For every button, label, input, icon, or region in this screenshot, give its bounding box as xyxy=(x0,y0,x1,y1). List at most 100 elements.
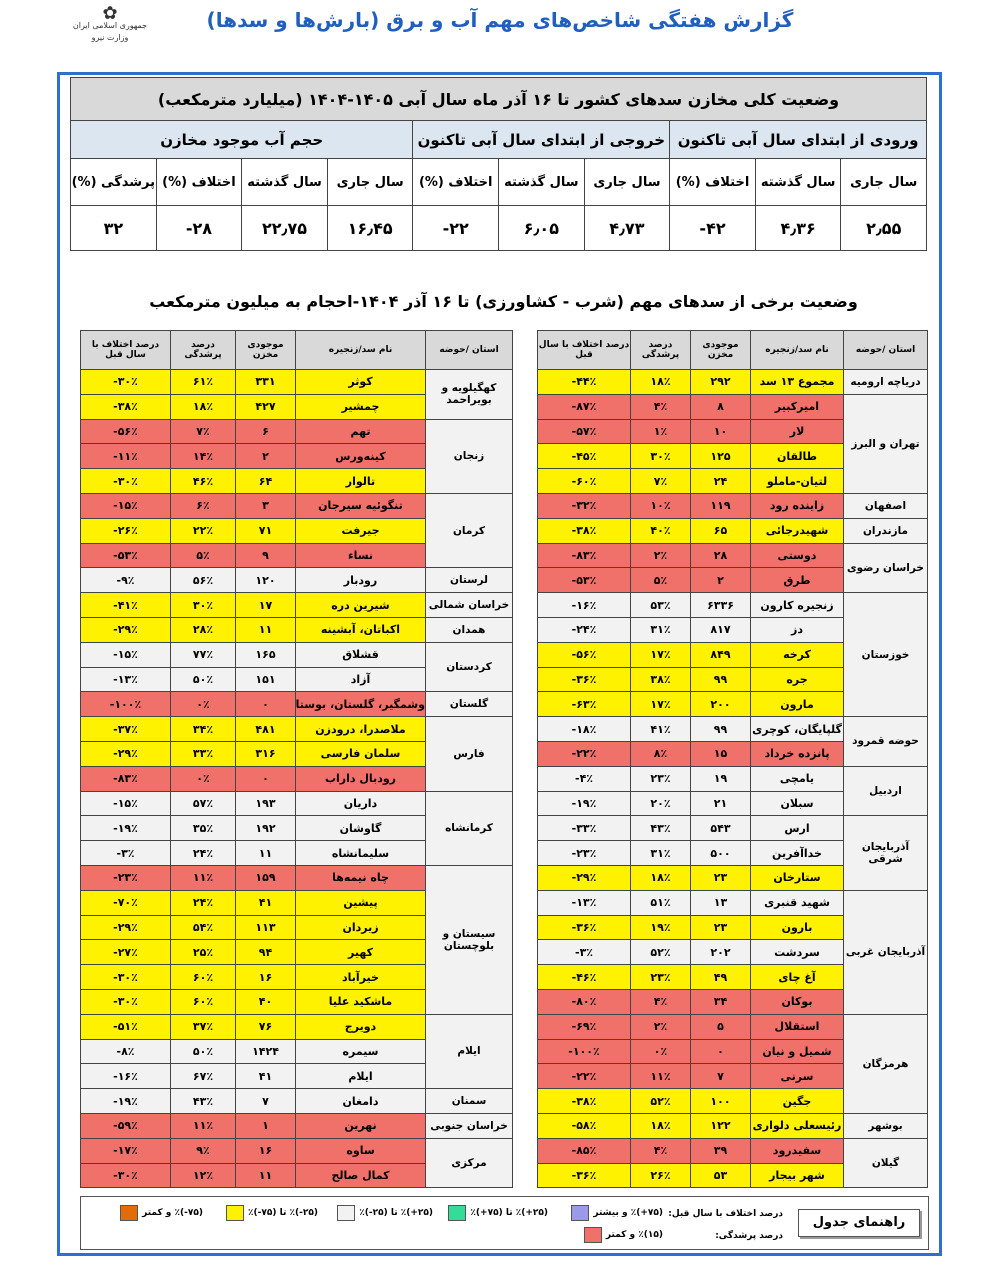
province-cell: آذربایجان شرقی xyxy=(843,815,928,891)
dam-value: ۷٪ xyxy=(170,418,236,445)
legend-swatch xyxy=(226,1205,245,1221)
value-cell: ۶٫۰۵ xyxy=(498,205,585,251)
group-header: خروجی از ابتدای سال آبی تاکنون xyxy=(412,120,671,159)
dam-value: -۳۰٪ xyxy=(80,988,171,1015)
dam-row: پیشین ۴۱ ۲۴٪ -۷۰٪ xyxy=(80,889,513,916)
dam-row: گلستان وشمگیر، گلستان، بوستان ۰ ۰٪ -۱۰۰٪ xyxy=(80,691,513,718)
dam-value: ۳۱٪ xyxy=(630,616,691,643)
dam-value: ۸ xyxy=(690,393,751,420)
dam-value: ۴۳٪ xyxy=(170,1088,236,1114)
dam-value: -۹٪ xyxy=(80,567,171,594)
dam-name: نساء xyxy=(295,542,426,569)
dam-value: ۱۱٪ xyxy=(630,1063,691,1090)
dam-value: ۴٪ xyxy=(630,1137,691,1164)
dam-value: -۳۸٪ xyxy=(537,1088,631,1114)
column-header: موجودی مخزن xyxy=(690,330,751,370)
dam-value: ۲۶٪ xyxy=(630,1162,691,1189)
dam-row: سردشت ۲۰۲ ۵۲٪ -۳٪ xyxy=(537,939,928,966)
dam-value: ۴۱ xyxy=(235,1063,296,1090)
legend-text: (۲۵+)٪ تا (۲۵-)٪ xyxy=(359,1208,433,1218)
value-cell: ۲٫۵۵ xyxy=(840,205,927,251)
dam-value: ۱۸٪ xyxy=(630,369,691,395)
dam-name: مجموع ۱۳ سد xyxy=(750,369,844,395)
dam-row: آزاد ۱۵۱ ۵۰٪ -۱۳٪ xyxy=(80,666,513,693)
dam-row: کرخه ۸۴۹ ۱۷٪ -۵۶٪ xyxy=(537,641,928,668)
dam-value: ۱۲۵ xyxy=(690,443,751,470)
dam-value: ۱ xyxy=(235,1112,296,1139)
dam-name: ماشکید علیا xyxy=(295,988,426,1015)
dam-row: خداآفرین ۵۰۰ ۳۱٪ -۲۳٪ xyxy=(537,840,928,866)
dam-value: ۰٪ xyxy=(170,765,236,792)
dam-value: -۵۸٪ xyxy=(537,1112,631,1139)
dam-name: داریان xyxy=(295,790,426,817)
dam-value: ۵۴۳ xyxy=(690,815,751,842)
dam-value: ۷ xyxy=(690,1063,751,1090)
dam-value: ۲۴٪ xyxy=(170,889,236,916)
dam-value: -۱۹٪ xyxy=(80,1088,171,1114)
dam-row: دریاچه ارومیه مجموع ۱۳ سد ۲۹۲ ۱۸٪ -۴۴٪ xyxy=(537,369,928,395)
dam-value: -۵۹٪ xyxy=(80,1112,171,1139)
dam-name: دوستی xyxy=(750,542,844,569)
column-header: سال جاری xyxy=(326,158,414,206)
dam-value: -۷۰٪ xyxy=(80,889,171,916)
dam-value: ۴٪ xyxy=(630,393,691,420)
dam-name: سلیمانشاه xyxy=(295,840,426,866)
legend-item: (۷۵-)٪ و کمتر xyxy=(120,1205,203,1221)
dam-name: جگین xyxy=(750,1088,844,1114)
dam-name: سیمره xyxy=(295,1038,426,1065)
dam-value: -۴۵٪ xyxy=(537,443,631,470)
value-cell: -۲۲ xyxy=(412,205,500,251)
dam-value: ۱۹٪ xyxy=(630,914,691,941)
dam-value: -۲۳٪ xyxy=(537,840,631,866)
legend-text: (۱۵)٪ و کمتر xyxy=(605,1230,663,1240)
dam-value: ۱۰۰ xyxy=(690,1088,751,1114)
dam-value: -۸٪ xyxy=(80,1038,171,1065)
emblem: ✿ xyxy=(102,3,118,24)
legend-item: (۲۵+)٪ تا (۲۵-)٪ xyxy=(337,1205,433,1221)
dam-name: شهر بیجار xyxy=(750,1162,844,1189)
dam-value: ۵۳ xyxy=(690,1162,751,1189)
province-cell: مازندران xyxy=(843,517,928,544)
dam-value: -۵۶٪ xyxy=(80,418,171,445)
dam-name: ستارخان xyxy=(750,864,844,891)
dam-name: کوثر xyxy=(295,369,426,395)
dam-name: شیرین دره xyxy=(295,592,426,618)
column-header: سال جاری xyxy=(583,158,671,206)
dam-value: ۴۰٪ xyxy=(630,517,691,544)
dam-value: ۵۴٪ xyxy=(170,914,236,941)
dam-value: ۴۱٪ xyxy=(630,716,691,742)
dam-value: ۹۹ xyxy=(690,716,751,742)
dam-value: ۲۰۲ xyxy=(690,939,751,966)
dam-value: ۱۱۹ xyxy=(690,492,751,519)
province-cell: مرکزی xyxy=(425,1137,513,1189)
dam-value: -۴۱٪ xyxy=(80,592,171,618)
dam-name: رودبار xyxy=(295,567,426,594)
dam-value: ۳۰٪ xyxy=(170,592,236,618)
dam-name: پیشین xyxy=(295,889,426,916)
dam-value: -۲۹٪ xyxy=(537,864,631,891)
dam-value: ۴۳٪ xyxy=(630,815,691,842)
dam-row: مارون ۲۰۰ ۱۷٪ -۶۳٪ xyxy=(537,691,928,718)
dam-value: -۳۶٪ xyxy=(537,666,631,693)
dam-value: ۱۱ xyxy=(235,616,296,643)
dam-name: شمیل و نیان xyxy=(750,1038,844,1065)
dam-name: کمال صالح xyxy=(295,1162,426,1189)
dam-value: ۶۳۳۶ xyxy=(690,592,751,618)
dam-value: ۲۰٪ xyxy=(630,790,691,817)
dam-name: تنگوئیه سیرجان xyxy=(295,492,426,519)
dam-value: ۳۵٪ xyxy=(170,815,236,842)
dam-row: حوضه قمرود گلپایگان، کوچری ۹۹ ۴۱٪ -۱۸٪ xyxy=(537,716,928,767)
dam-row: اردبیل یامچی ۱۹ ۲۳٪ -۴٪ xyxy=(537,765,928,817)
dam-name: رئیسعلی دلواری xyxy=(750,1112,844,1139)
column-header: درصد اختلاف با سال قبل xyxy=(80,330,171,370)
dam-value: ۲۹۲ xyxy=(690,369,751,395)
province-cell: حوضه قمرود xyxy=(843,716,928,767)
dam-name: پانزده خرداد xyxy=(750,740,844,767)
dam-name: گاوشان xyxy=(295,815,426,842)
dam-value: -۳۰٪ xyxy=(80,468,171,494)
dam-row: زیردان ۱۱۳ ۵۴٪ -۲۹٪ xyxy=(80,914,513,941)
column-header: درصد پرشدگی xyxy=(170,330,236,370)
dam-name: زنجیره کارون xyxy=(750,592,844,618)
dam-row: ایلام ۴۱ ۶۷٪ -۱۶٪ xyxy=(80,1063,513,1090)
